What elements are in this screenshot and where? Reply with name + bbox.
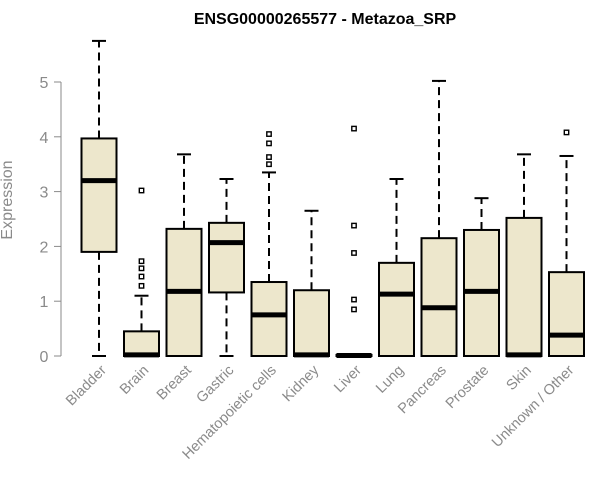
outlier-point — [351, 296, 357, 303]
outlier-point — [351, 222, 357, 229]
box-skin — [505, 153, 543, 358]
outlier-point — [138, 265, 145, 272]
iqr-box — [420, 237, 458, 357]
outlier-point — [138, 258, 145, 265]
iqr-box — [250, 281, 288, 357]
box-unknown-other — [548, 129, 585, 358]
x-tick-label: Skin — [504, 363, 535, 394]
box-liver — [335, 125, 373, 358]
box-prostate — [463, 197, 500, 358]
outlier-point — [266, 140, 272, 147]
outlier-point — [351, 306, 357, 313]
iqr-box — [208, 221, 245, 294]
y-tick-label: 1 — [40, 294, 49, 311]
box-pancreas — [420, 79, 458, 357]
box-brain — [123, 187, 160, 358]
outlier-point — [138, 273, 145, 280]
iqr-box — [123, 330, 160, 357]
x-tick-label: Bladder — [63, 362, 110, 409]
chart-title: ENSG00000265577 - Metazoa_SRP — [194, 11, 457, 28]
box-hematopoietic-cells — [250, 131, 288, 357]
outlier-point — [138, 282, 145, 289]
x-tick-label: Breast — [154, 363, 195, 404]
box-lung — [378, 177, 415, 357]
x-tick-label: Unknown / Other — [489, 362, 577, 450]
iqr-box — [80, 137, 118, 253]
y-tick-label: 4 — [40, 130, 49, 147]
box-breast — [165, 153, 203, 357]
box-gastric — [208, 177, 245, 357]
x-tick-label: Brain — [117, 363, 152, 398]
y-tick-label: 3 — [40, 185, 49, 202]
y-tick-label: 5 — [40, 75, 49, 92]
box-bladder — [80, 39, 118, 357]
outlier-point — [266, 161, 272, 168]
iqr-box — [548, 271, 585, 358]
x-tick-label: Kidney — [280, 362, 323, 405]
x-tick-label: Liver — [331, 362, 365, 396]
outlier-point — [351, 125, 357, 132]
outlier-point — [563, 129, 570, 136]
x-tick-label: Lung — [373, 363, 407, 397]
box-kidney — [293, 209, 330, 358]
y-tick-label: 2 — [40, 239, 49, 256]
y-tick-label: 0 — [40, 349, 49, 366]
outlier-point — [351, 250, 357, 256]
iqr-box — [378, 261, 415, 357]
iqr-box — [293, 289, 330, 357]
x-tick-label: Prostate — [443, 363, 492, 412]
outlier-point — [266, 131, 272, 137]
plot-area — [80, 39, 585, 358]
outlier-point — [266, 154, 272, 160]
iqr-box — [505, 216, 543, 357]
y-axis: 0 1 2 3 4 5 — [40, 75, 62, 366]
y-axis-label: Expression — [0, 160, 16, 239]
outlier-point — [138, 187, 145, 194]
